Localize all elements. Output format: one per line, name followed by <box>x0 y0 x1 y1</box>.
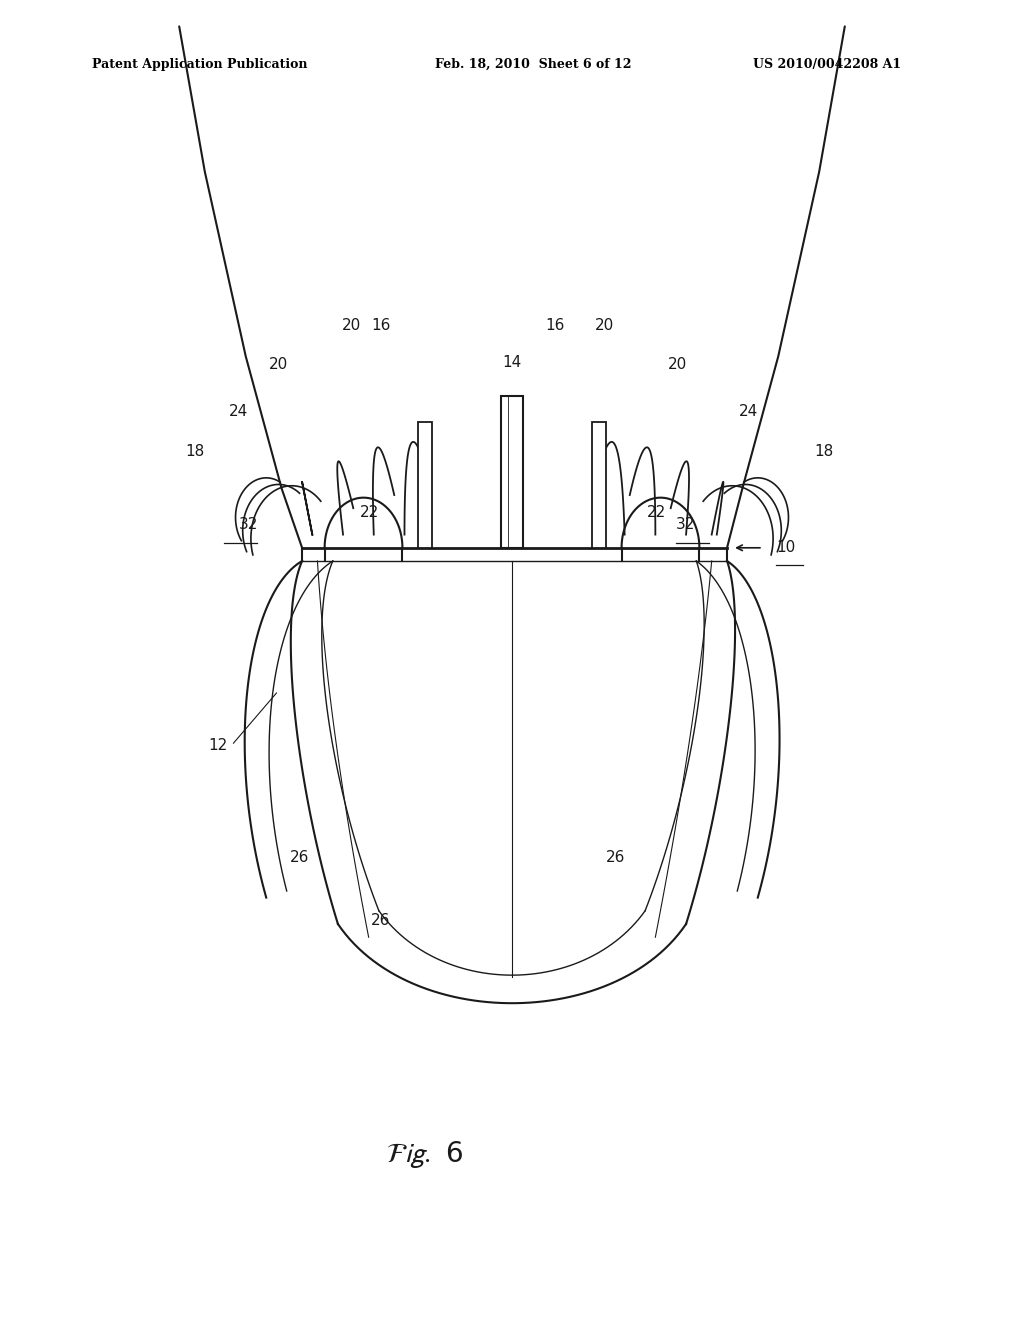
Text: 12: 12 <box>208 738 227 754</box>
Text: 32: 32 <box>676 517 695 532</box>
Text: Patent Application Publication: Patent Application Publication <box>92 58 307 71</box>
Text: 10: 10 <box>776 540 796 556</box>
Bar <box>418 422 432 548</box>
Text: 16: 16 <box>546 318 564 333</box>
Bar <box>592 422 606 548</box>
Text: 24: 24 <box>228 404 248 420</box>
Text: 22: 22 <box>647 504 667 520</box>
Text: US 2010/0042208 A1: US 2010/0042208 A1 <box>753 58 901 71</box>
Text: 26: 26 <box>606 850 626 866</box>
Text: 18: 18 <box>814 444 834 459</box>
Text: 16: 16 <box>372 318 390 333</box>
Text: 14: 14 <box>503 355 521 370</box>
Text: 22: 22 <box>359 504 379 520</box>
Text: 20: 20 <box>269 358 288 372</box>
Text: 26: 26 <box>372 913 390 928</box>
Text: 18: 18 <box>185 444 205 459</box>
Text: 20: 20 <box>595 318 613 333</box>
Text: $\mathcal{Fig.}\ 6$: $\mathcal{Fig.}\ 6$ <box>386 1139 464 1171</box>
Text: Feb. 18, 2010  Sheet 6 of 12: Feb. 18, 2010 Sheet 6 of 12 <box>435 58 632 71</box>
Text: 24: 24 <box>739 404 759 420</box>
Bar <box>501 396 523 548</box>
Text: 20: 20 <box>342 318 360 333</box>
Text: 26: 26 <box>290 850 309 866</box>
Text: 20: 20 <box>669 358 687 372</box>
Text: 32: 32 <box>239 517 258 532</box>
